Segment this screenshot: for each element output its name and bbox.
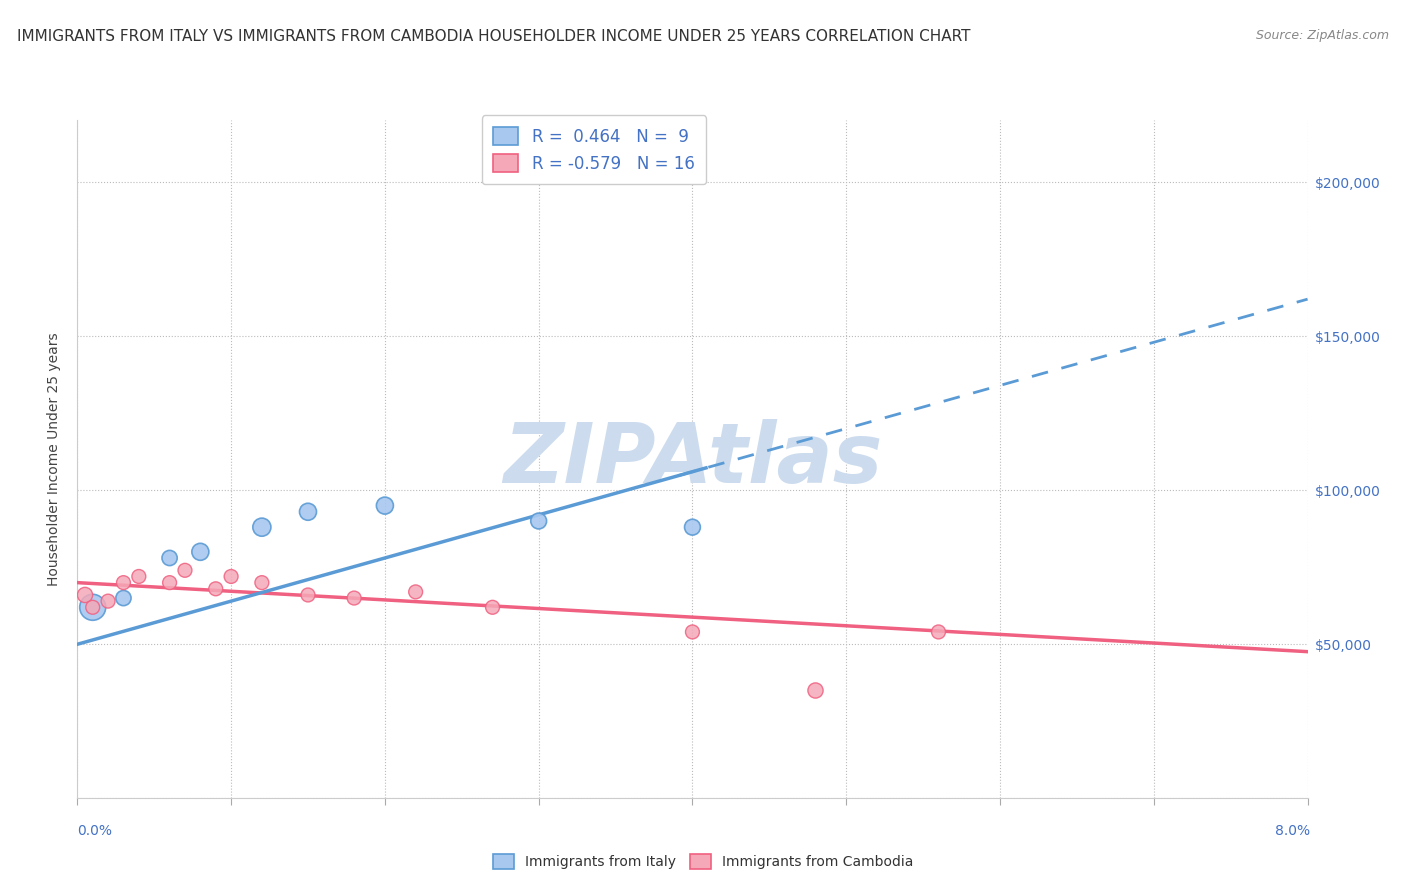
- Point: [174, 563, 197, 577]
- Point: [159, 551, 181, 566]
- Point: [374, 499, 396, 513]
- Point: [527, 514, 550, 528]
- Point: [190, 545, 212, 559]
- Point: [97, 594, 120, 608]
- Legend: R =  0.464   N =  9, R = -0.579   N = 16: R = 0.464 N = 9, R = -0.579 N = 16: [482, 115, 706, 184]
- Point: [112, 591, 135, 605]
- Y-axis label: Householder Income Under 25 years: Householder Income Under 25 years: [48, 333, 62, 586]
- Point: [73, 588, 96, 602]
- Point: [481, 600, 503, 615]
- Point: [343, 591, 366, 605]
- Legend: Immigrants from Italy, Immigrants from Cambodia: Immigrants from Italy, Immigrants from C…: [486, 847, 920, 876]
- Point: [250, 520, 273, 534]
- Text: IMMIGRANTS FROM ITALY VS IMMIGRANTS FROM CAMBODIA HOUSEHOLDER INCOME UNDER 25 YE: IMMIGRANTS FROM ITALY VS IMMIGRANTS FROM…: [17, 29, 970, 44]
- Point: [82, 600, 104, 615]
- Point: [804, 683, 827, 698]
- Point: [159, 575, 181, 590]
- Text: 0.0%: 0.0%: [77, 824, 112, 838]
- Point: [128, 569, 150, 583]
- Point: [82, 600, 104, 615]
- Point: [682, 520, 704, 534]
- Point: [682, 624, 704, 639]
- Text: 8.0%: 8.0%: [1275, 824, 1310, 838]
- Point: [297, 505, 319, 519]
- Point: [219, 569, 242, 583]
- Point: [928, 624, 950, 639]
- Point: [204, 582, 226, 596]
- Point: [250, 575, 273, 590]
- Point: [297, 588, 319, 602]
- Point: [112, 575, 135, 590]
- Text: Source: ZipAtlas.com: Source: ZipAtlas.com: [1256, 29, 1389, 42]
- Point: [405, 585, 427, 599]
- Text: ZIPAtlas: ZIPAtlas: [503, 419, 882, 500]
